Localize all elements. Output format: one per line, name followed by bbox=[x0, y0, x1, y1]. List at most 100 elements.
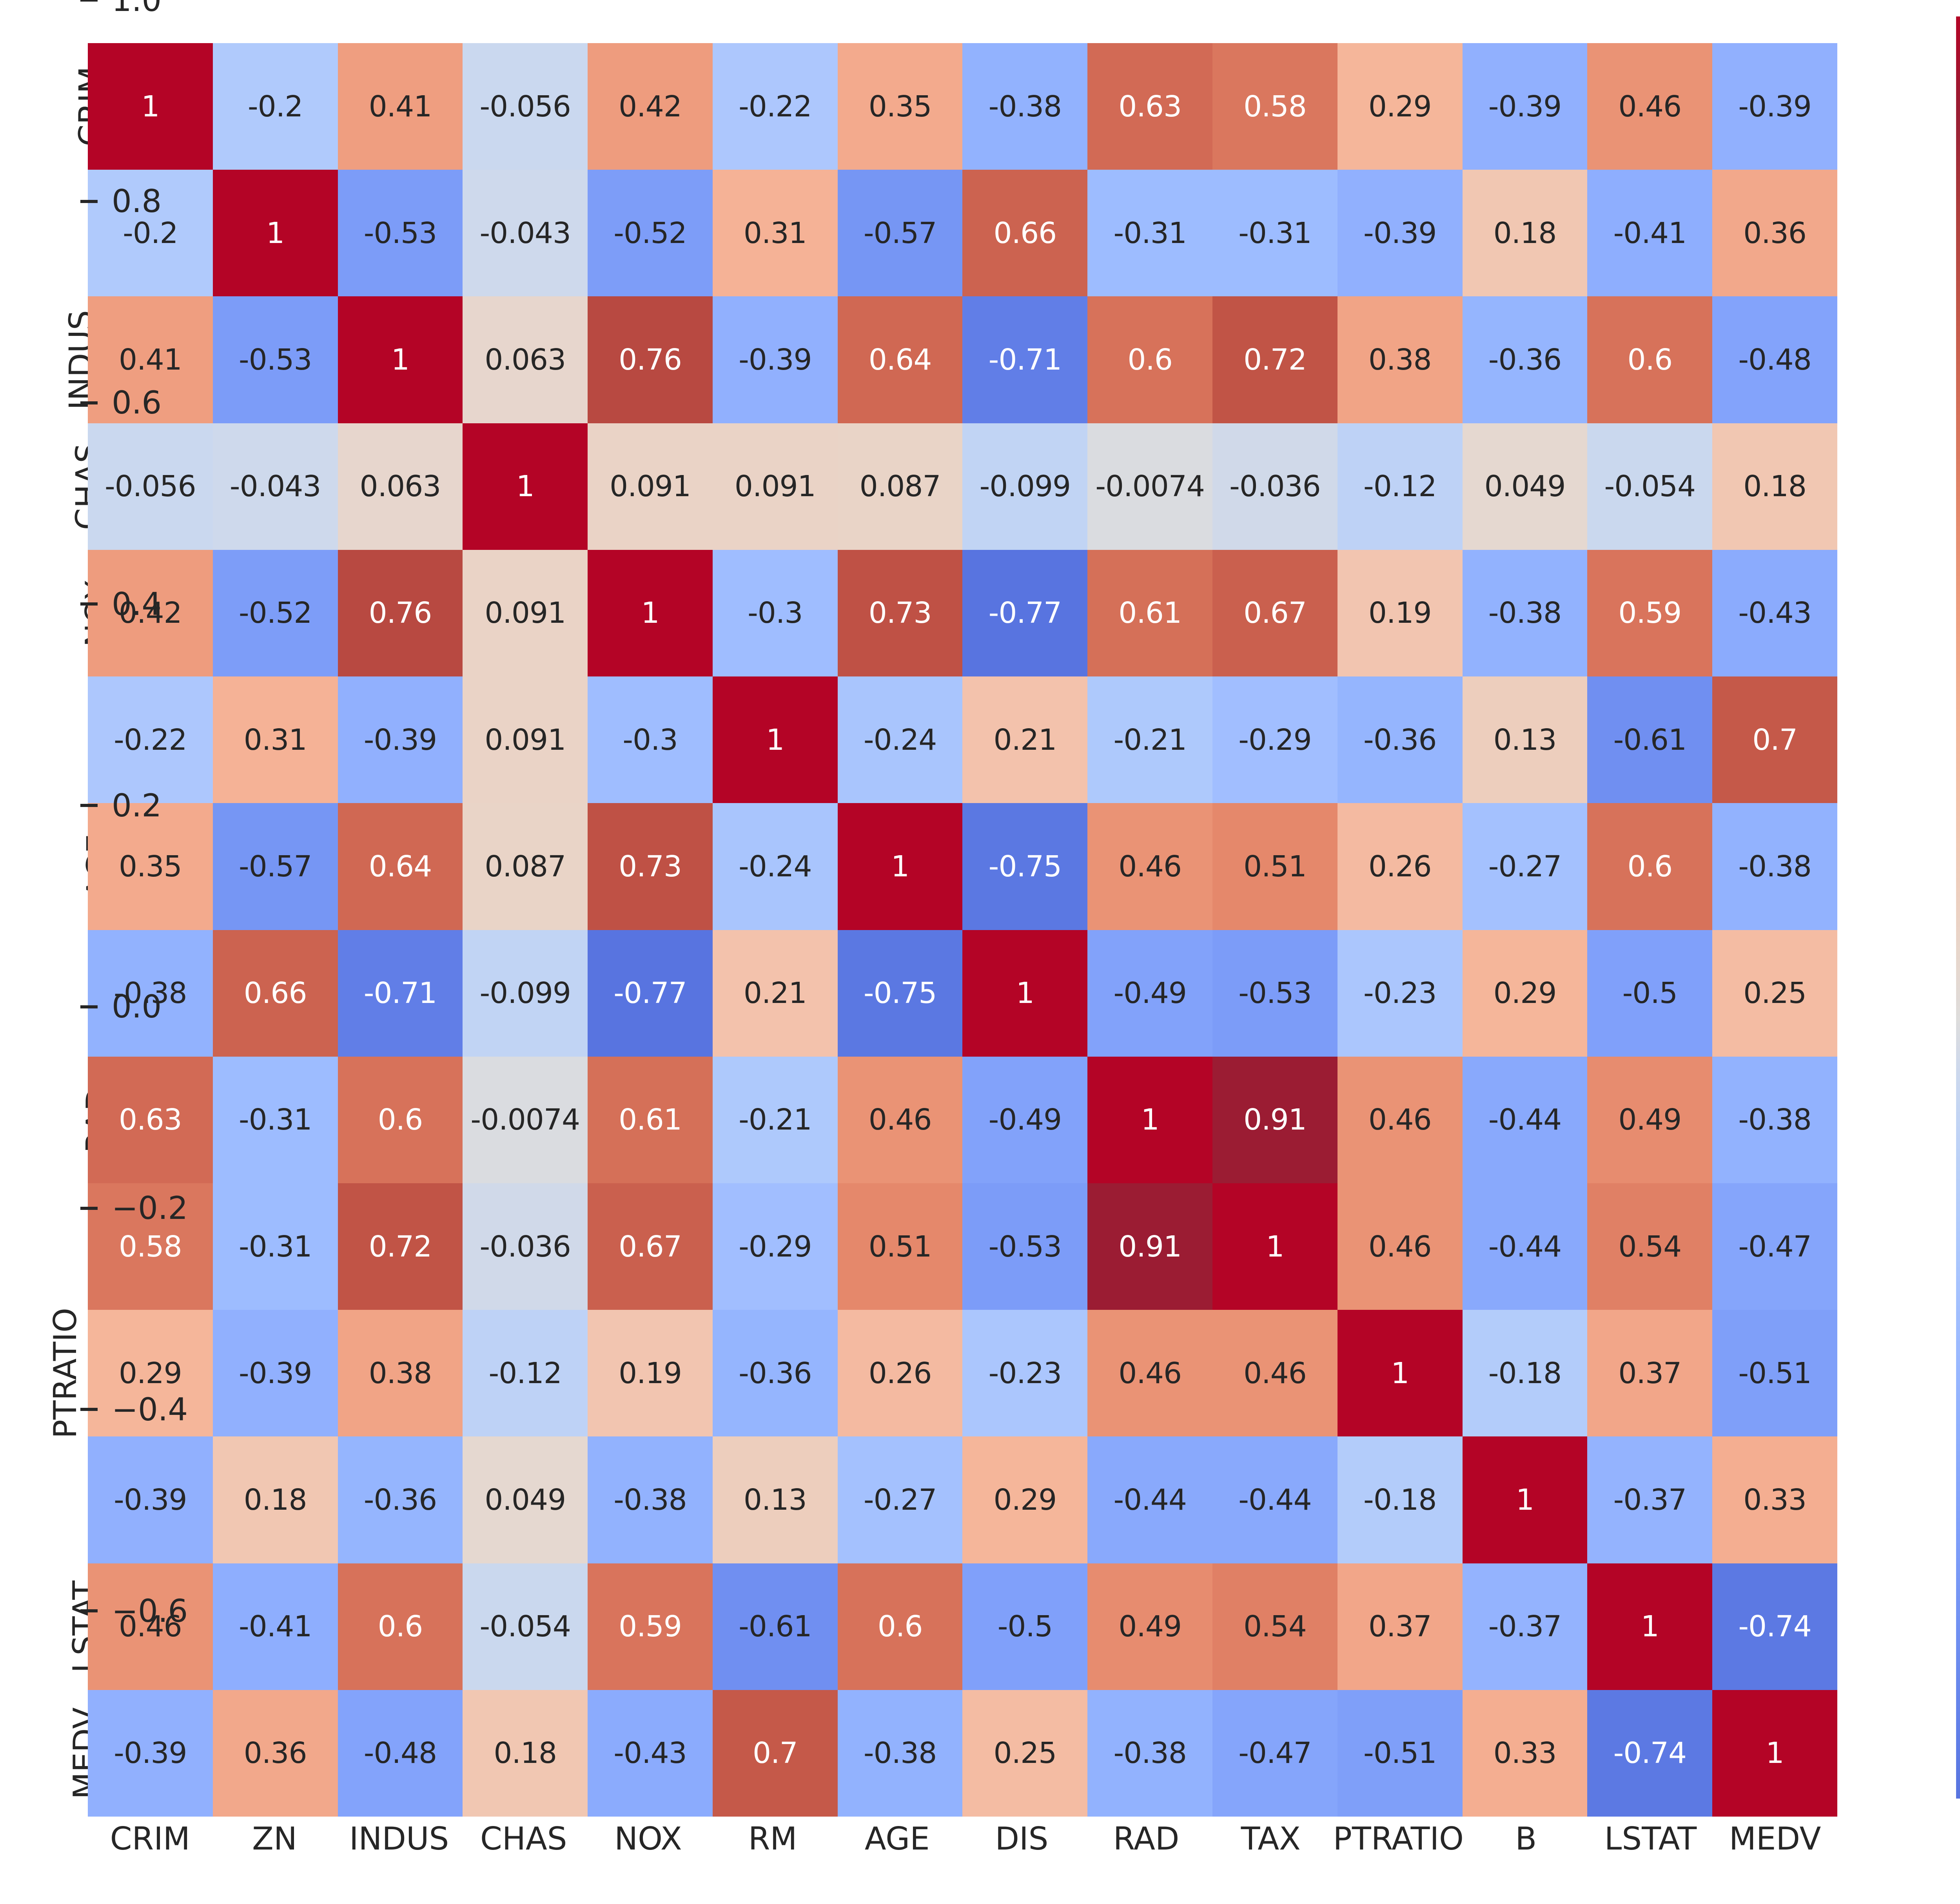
heatmap-cell: 0.18 bbox=[1712, 423, 1837, 550]
cell-value: -0.036 bbox=[1229, 470, 1321, 504]
colorbar-tick-label: 0.0 bbox=[112, 988, 162, 1025]
heatmap-cell: 0.36 bbox=[1712, 170, 1837, 297]
cell-value: -0.39 bbox=[114, 1483, 187, 1517]
heatmap-cell: 0.63 bbox=[1087, 43, 1213, 170]
cell-value: 1 bbox=[766, 723, 784, 757]
heatmap-cell: -0.74 bbox=[1712, 1563, 1837, 1690]
cell-value: 0.73 bbox=[619, 849, 682, 883]
cell-value: 0.46 bbox=[1118, 1356, 1182, 1390]
x-tick-label: B bbox=[1515, 1821, 1537, 1857]
heatmap-cell: 0.35 bbox=[88, 803, 213, 930]
cell-value: 0.37 bbox=[1368, 1610, 1432, 1644]
cell-value: -0.41 bbox=[1613, 216, 1687, 250]
cell-value: 0.091 bbox=[485, 596, 566, 630]
cell-value: 0.26 bbox=[1368, 849, 1432, 883]
heatmap-cell: -0.77 bbox=[962, 549, 1088, 677]
x-tick-label: NOX bbox=[614, 1821, 682, 1857]
cell-value: 1 bbox=[266, 216, 285, 250]
cell-value: 0.51 bbox=[1243, 849, 1307, 883]
cell-value: 0.38 bbox=[1368, 343, 1432, 377]
cell-value: 0.26 bbox=[868, 1356, 932, 1390]
cell-value: 0.41 bbox=[368, 89, 432, 123]
heatmap-cell: 1 bbox=[1087, 1056, 1213, 1183]
heatmap-cell: 0.19 bbox=[588, 1310, 713, 1437]
cell-value: 0.29 bbox=[1493, 976, 1557, 1010]
cell-value: -0.39 bbox=[1488, 89, 1562, 123]
heatmap-cell: -0.71 bbox=[338, 930, 463, 1057]
cell-value: -0.49 bbox=[1113, 976, 1187, 1010]
heatmap-cell: 0.37 bbox=[1337, 1563, 1463, 1690]
heatmap-cell: -0.39 bbox=[88, 1690, 213, 1817]
cell-value: -0.52 bbox=[238, 596, 312, 630]
heatmap-cell: 0.51 bbox=[1212, 803, 1338, 930]
heatmap-cell: 0.29 bbox=[1337, 43, 1463, 170]
cell-value: -0.39 bbox=[1363, 216, 1437, 250]
cell-value: 0.58 bbox=[119, 1229, 182, 1264]
cell-value: 1 bbox=[391, 343, 410, 377]
cell-value: 0.46 bbox=[1118, 849, 1182, 883]
heatmap-cell: -0.38 bbox=[1087, 1690, 1213, 1817]
heatmap-cell: 0.66 bbox=[962, 170, 1088, 297]
heatmap-cell: 0.6 bbox=[338, 1056, 463, 1183]
cell-value: 0.18 bbox=[243, 1483, 307, 1517]
cell-value: -0.39 bbox=[114, 1736, 187, 1770]
cell-value: -0.23 bbox=[1363, 976, 1437, 1010]
cell-value: -0.71 bbox=[363, 976, 437, 1010]
heatmap-cell: -0.27 bbox=[837, 1436, 963, 1563]
heatmap-cell: 0.6 bbox=[1587, 296, 1713, 423]
heatmap-cell: 0.67 bbox=[588, 1183, 713, 1310]
heatmap-cell: -0.23 bbox=[1337, 930, 1463, 1057]
cell-value: 0.6 bbox=[1627, 343, 1673, 377]
y-axis-tick-labels: CRIMZNINDUSCHASNOXRMAGEDISRADTAXPTRATIOB… bbox=[0, 43, 138, 1817]
heatmap-cell: -0.37 bbox=[1462, 1563, 1588, 1690]
heatmap-cell: 0.58 bbox=[1212, 43, 1338, 170]
cell-value: 0.19 bbox=[619, 1356, 682, 1390]
x-tick-label: TAX bbox=[1241, 1821, 1301, 1857]
heatmap-cell: -0.054 bbox=[1587, 423, 1713, 550]
heatmap-cell: -0.51 bbox=[1337, 1690, 1463, 1817]
heatmap-cell: -0.49 bbox=[962, 1056, 1088, 1183]
colorbar-tick-label: −0.6 bbox=[112, 1592, 188, 1629]
cell-value: -0.5 bbox=[997, 1610, 1053, 1644]
cell-value: -0.51 bbox=[1363, 1736, 1437, 1770]
colorbar-tick-label: 0.2 bbox=[112, 787, 162, 824]
cell-value: 0.33 bbox=[1743, 1483, 1807, 1517]
x-tick-medv: MEDV bbox=[1713, 1821, 1837, 1875]
cell-value: -0.53 bbox=[1238, 976, 1312, 1010]
cell-value: -0.2 bbox=[247, 89, 303, 123]
cell-value: -0.054 bbox=[479, 1610, 571, 1644]
heatmap-cell: -0.5 bbox=[962, 1563, 1088, 1690]
cell-value: 0.73 bbox=[868, 596, 932, 630]
colorbar-tick-mark bbox=[80, 0, 98, 2]
cell-value: -0.43 bbox=[613, 1736, 687, 1770]
heatmap-cell: 0.26 bbox=[1337, 803, 1463, 930]
heatmap-cell: 0.091 bbox=[712, 423, 838, 550]
heatmap-cell: -0.18 bbox=[1462, 1310, 1588, 1437]
heatmap-cell: -0.22 bbox=[88, 676, 213, 803]
cell-value: 0.91 bbox=[1243, 1103, 1307, 1137]
cell-value: 0.091 bbox=[610, 470, 691, 504]
cell-value: -0.24 bbox=[863, 723, 937, 757]
cell-value: 0.42 bbox=[119, 596, 182, 630]
heatmap-cell: -0.39 bbox=[1337, 170, 1463, 297]
x-tick-tax: TAX bbox=[1209, 1821, 1333, 1875]
cell-value: -0.29 bbox=[1238, 723, 1312, 757]
heatmap-cell: 1 bbox=[1337, 1310, 1463, 1437]
x-tick-label: AGE bbox=[864, 1821, 930, 1857]
colorbar-tick-mark bbox=[80, 199, 98, 203]
heatmap-cell: -0.43 bbox=[588, 1690, 713, 1817]
cell-value: -0.29 bbox=[739, 1229, 812, 1264]
heatmap-cell: -0.39 bbox=[712, 296, 838, 423]
heatmap-cell: -0.036 bbox=[1212, 423, 1338, 550]
x-tick-b: B bbox=[1464, 1821, 1588, 1875]
colorbar-tick-mark bbox=[80, 1408, 98, 1411]
heatmap-cell: -0.099 bbox=[962, 423, 1088, 550]
cell-value: 0.72 bbox=[1243, 343, 1307, 377]
cell-value: 0.35 bbox=[868, 89, 932, 123]
heatmap-cell: -0.61 bbox=[1587, 676, 1713, 803]
heatmap-cell: -0.38 bbox=[588, 1436, 713, 1563]
heatmap-cell: -0.74 bbox=[1587, 1690, 1713, 1817]
cell-value: 0.6 bbox=[1127, 343, 1173, 377]
x-tick-dis: DIS bbox=[960, 1821, 1084, 1875]
heatmap-cell: -0.39 bbox=[338, 676, 463, 803]
